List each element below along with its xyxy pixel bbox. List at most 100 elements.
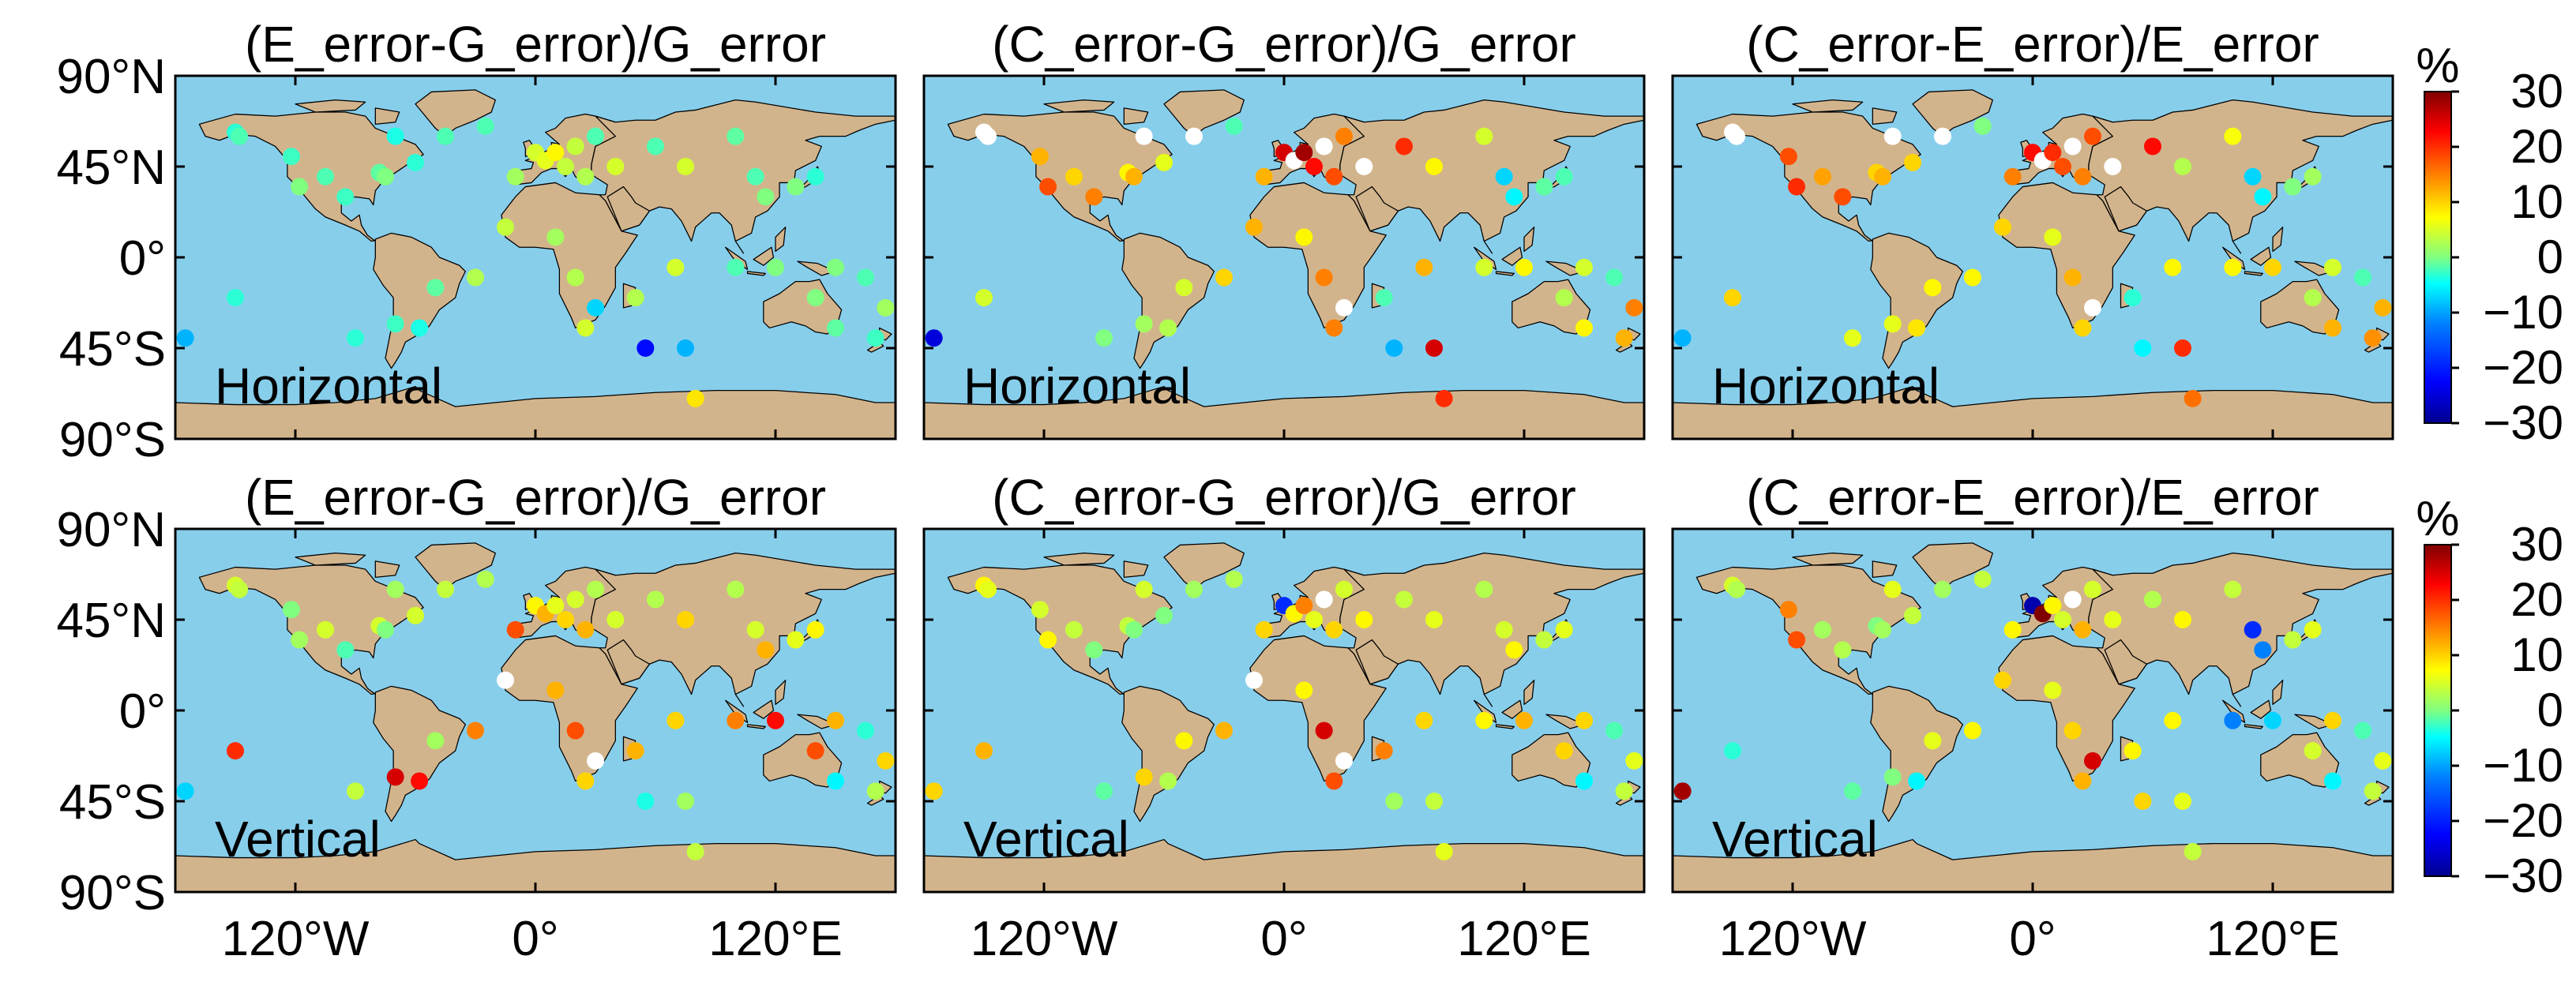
station-point [827,711,844,729]
station-point [1325,167,1343,186]
lon-tick-label: 120°E [708,912,843,966]
panel-title: (C_error-G_error)/G_error [992,16,1576,73]
station-point [2174,611,2191,628]
station-point [1295,597,1313,615]
station-point [1994,671,2011,689]
station-point [1615,782,1633,800]
station-point [626,742,644,760]
station-point [566,590,584,609]
station-point [2174,793,2191,810]
station-point [506,167,524,186]
station-point [1175,732,1193,750]
station-point [282,601,300,619]
lat-tick-label: 45°S [59,775,166,830]
station-point [1475,711,1493,729]
station-point [2054,611,2071,628]
station-point [291,631,309,649]
station-point [2224,580,2242,598]
station-point [2254,188,2272,206]
station-point [467,268,484,287]
station-point [606,158,625,175]
station-point [1135,127,1153,145]
station-point [1295,681,1313,699]
station-point [2364,329,2382,347]
station-point [2304,742,2322,760]
station-point [1728,127,1746,145]
map-panel-v1: (E_error-G_error)/G_error Vertical [174,469,897,894]
station-point [2084,127,2101,145]
lat-tick-label: 0° [119,231,166,286]
station-point [2184,842,2202,860]
station-point [2324,711,2341,729]
colorbar-tick-label: 10 [2510,628,2563,681]
station-point [1031,601,1049,619]
station-point [1625,751,1643,770]
station-point [546,681,565,699]
station-point [2304,620,2322,639]
station-point [291,178,309,196]
station-point [1779,148,1797,166]
station-point [1555,289,1573,307]
station-point [1395,137,1413,156]
station-point [1335,580,1353,598]
station-point [2284,631,2302,649]
station-point [1495,620,1513,639]
station-point [757,641,775,659]
station-point [2164,258,2182,276]
station-point [411,772,429,790]
station-point [806,742,824,760]
station-point [1425,339,1443,357]
lon-tick-label: 0° [512,912,558,966]
station-point [426,732,445,750]
colorbar-tick-label: −20 [2483,794,2563,847]
station-point [2104,611,2122,628]
station-point [1788,631,1806,649]
map-panel-v3: (C_error-E_error)/E_error Vertical [1671,469,2394,894]
station-point [2003,620,2022,639]
station-point [2134,339,2152,357]
station-point [1135,315,1153,333]
station-point [1605,268,1623,287]
station-point [2254,641,2272,659]
station-point [336,188,355,206]
station-point [1728,580,1746,598]
colorbar-tick-label: −10 [2483,286,2563,339]
station-point [2224,258,2242,276]
station-points [176,570,895,860]
station-point [787,631,805,649]
station-point [426,279,445,297]
station-point [1924,732,1942,750]
station-point [497,218,514,236]
station-point [2364,782,2382,800]
station-point [1155,153,1173,171]
frame-ticks [175,76,896,439]
station-point [1135,580,1153,598]
station-point [1515,711,1533,729]
station-point [636,339,655,357]
station-point [2244,620,2262,639]
lat-tick-label: 45°N [56,594,166,648]
station-point [727,711,745,729]
station-point [1673,782,1692,800]
station-point [347,782,364,800]
component-label: Vertical [1712,811,1878,868]
station-point [2063,722,2082,740]
station-point [587,580,604,598]
station-point [1295,228,1313,246]
station-point [1039,631,1057,649]
colorbar-tick-label: 30 [2510,65,2563,118]
station-point [1215,722,1233,740]
station-point [1673,329,1692,347]
station-point [746,167,764,186]
station-point [1964,268,1981,287]
station-point [2074,620,2092,639]
station-point [1934,580,1951,598]
station-point [1245,671,1263,689]
station-point [1125,167,1143,186]
station-point [1575,711,1593,729]
station-point [975,289,993,307]
station-point [1505,188,1523,206]
station-point [411,319,429,337]
